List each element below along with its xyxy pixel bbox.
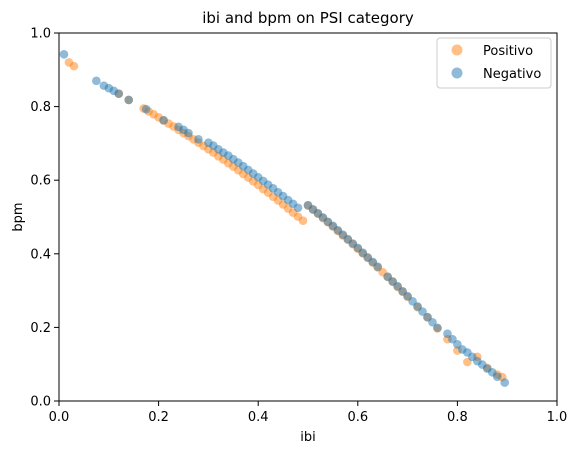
legend-label-positivo: Positivo	[483, 44, 533, 59]
y-axis-title: bpm	[11, 202, 26, 231]
x-axis: 0.0 0.2 0.4 0.6 0.8 1.0	[49, 401, 568, 425]
y-tick-label: 0.6	[30, 174, 51, 189]
point-negativo	[428, 317, 437, 327]
y-tick-label: 0.4	[30, 247, 51, 262]
point-negativo	[114, 89, 124, 99]
x-tick-label: 0.0	[49, 410, 70, 425]
y-tick-label: 0.8	[30, 100, 51, 115]
point-negativo	[184, 128, 193, 138]
point-negativo	[500, 378, 510, 387]
point-positivo	[69, 61, 79, 71]
point-negativo	[194, 135, 203, 144]
y-tick-label: 0.0	[30, 395, 51, 410]
plot-frame	[58, 32, 558, 402]
point-positivo	[298, 216, 308, 225]
point-negativo	[141, 104, 151, 114]
legend-box	[436, 37, 552, 89]
point-negativo	[124, 95, 134, 105]
y-axis: 0.0 0.2 0.4 0.6 0.8 1.0	[30, 27, 59, 410]
x-tick-label: 0.4	[248, 410, 269, 425]
point-negativo	[418, 307, 427, 316]
legend: Positivo Negativo	[436, 37, 552, 89]
y-tick-label: 1.0	[30, 27, 51, 42]
point-negativo	[373, 262, 383, 271]
y-tick-label: 0.2	[30, 321, 51, 336]
point-negativo	[159, 115, 168, 125]
x-tick-label: 0.2	[148, 410, 169, 425]
point-negativo	[433, 323, 442, 333]
point-negativo	[59, 50, 69, 59]
point-negativo	[492, 372, 502, 382]
points-layer	[59, 50, 510, 387]
point-negativo	[443, 329, 452, 338]
legend-marker-negativo	[451, 67, 463, 79]
x-tick-label: 1.0	[547, 410, 568, 425]
legend-label-negativo: Negativo	[483, 67, 541, 82]
point-negativo	[92, 76, 101, 86]
x-tick-label: 0.6	[347, 410, 368, 425]
x-axis-title: ibi	[300, 430, 315, 445]
chart-title: ibi and bpm on PSI category	[202, 9, 414, 27]
point-negativo	[293, 203, 303, 213]
legend-marker-positivo	[451, 44, 463, 56]
x-tick-label: 0.8	[447, 410, 468, 425]
